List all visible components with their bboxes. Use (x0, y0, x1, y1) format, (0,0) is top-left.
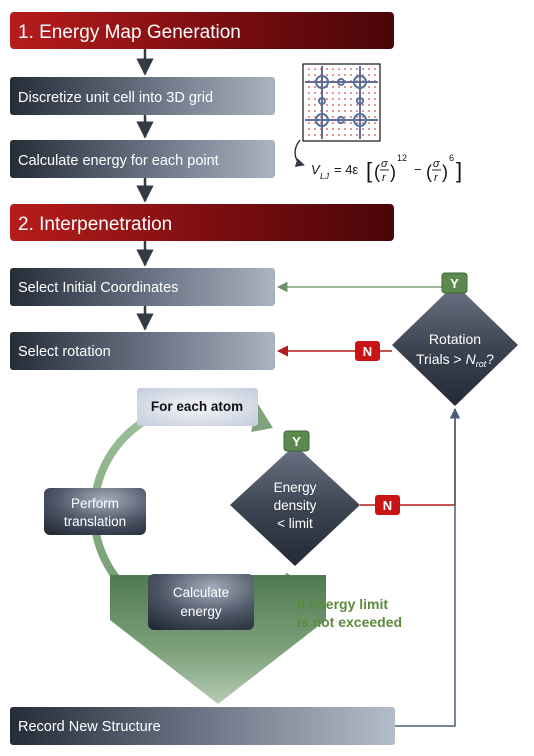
decision-energy-density: Energy density < limit (230, 445, 360, 566)
step-calculate-energy: Calculate energy (148, 574, 254, 630)
step-perform-translation: Perform translation (44, 488, 146, 535)
unit-cell-grid-image (302, 63, 381, 142)
formula-exp-12: 12 (397, 153, 407, 163)
formula-lhs: V (311, 162, 321, 177)
svg-text:(: ( (426, 162, 432, 182)
formula-coef: = 4ε (334, 162, 358, 177)
badge-yes-rotation-label: Y (450, 276, 459, 291)
badge-yes-rotation: Y (441, 272, 468, 294)
svg-text:]: ] (456, 158, 462, 183)
step-record-label: Record New Structure (18, 719, 161, 735)
step-discretize-label: Discretize unit cell into 3D grid (18, 90, 213, 106)
step-calculate-energy-points: Calculate energy for each point (10, 140, 275, 178)
formula-sigma-2: σ (433, 158, 440, 170)
formula-sigma-1: σ (381, 158, 388, 170)
svg-text:(: ( (374, 162, 380, 182)
step-calculate-energy-line2: energy (180, 604, 222, 619)
badge-no-rotation-label: N (363, 344, 372, 359)
step-for-each-atom-label: For each atom (151, 399, 243, 414)
section-interpenetration-header: 2. Interpenetration (10, 204, 394, 241)
section-interpenetration-title: 2. Interpenetration (18, 214, 172, 235)
decision-energy-line3: < limit (277, 516, 313, 531)
decision-energy-line1: Energy (274, 480, 317, 495)
step-for-each-atom: For each atom (137, 388, 258, 426)
step-calculate-energy-line1: Calculate (173, 585, 229, 600)
step-select-initial-label: Select Initial Coordinates (18, 280, 178, 296)
decision-energy-line2: density (274, 498, 317, 513)
svg-text:[: [ (366, 158, 372, 183)
step-record-new-structure: Record New Structure (10, 707, 395, 745)
decision-rotation-line2: Trials > Nrot? (416, 351, 494, 369)
formula-r-1: r (382, 172, 387, 184)
lj-formula: V LJ = 4ε [ ( σ r ) 12 − ( σ r ) 6 ] (311, 153, 462, 184)
badge-yes-energy: Y (283, 430, 310, 452)
svg-text:): ) (442, 162, 448, 182)
decision-rotation-line1: Rotation (429, 331, 481, 347)
section-energy-map-header: 1. Energy Map Generation (10, 12, 394, 49)
formula-r-2: r (434, 172, 439, 184)
badge-no-energy-label: N (383, 498, 392, 513)
decision-rotation-trials: Rotation Trials > Nrot? (392, 284, 518, 406)
step-perform-translation-line1: Perform (71, 496, 119, 511)
step-select-rotation: Select rotation (10, 332, 275, 370)
step-discretize: Discretize unit cell into 3D grid (10, 77, 275, 115)
formula-exp-6: 6 (449, 153, 454, 163)
step-perform-translation-line2: translation (64, 514, 126, 529)
section-energy-map-title: 1. Energy Map Generation (18, 22, 241, 43)
badge-yes-energy-label: Y (292, 434, 301, 449)
badge-no-energy: N (375, 495, 400, 515)
svg-text:): ) (390, 162, 396, 182)
badge-no-rotation: N (355, 341, 380, 361)
formula-lhs-sub: LJ (320, 171, 330, 181)
annotation-energy-limit: If energy limit is not exceeded (297, 596, 402, 630)
step-calculate-energy-label: Calculate energy for each point (18, 153, 219, 169)
annotation-line1: If energy limit (297, 596, 388, 612)
step-select-rotation-label: Select rotation (18, 344, 111, 360)
formula-minus: − (414, 162, 422, 177)
annotation-line2: is not exceeded (297, 614, 402, 630)
step-select-initial-coordinates: Select Initial Coordinates (10, 268, 275, 306)
